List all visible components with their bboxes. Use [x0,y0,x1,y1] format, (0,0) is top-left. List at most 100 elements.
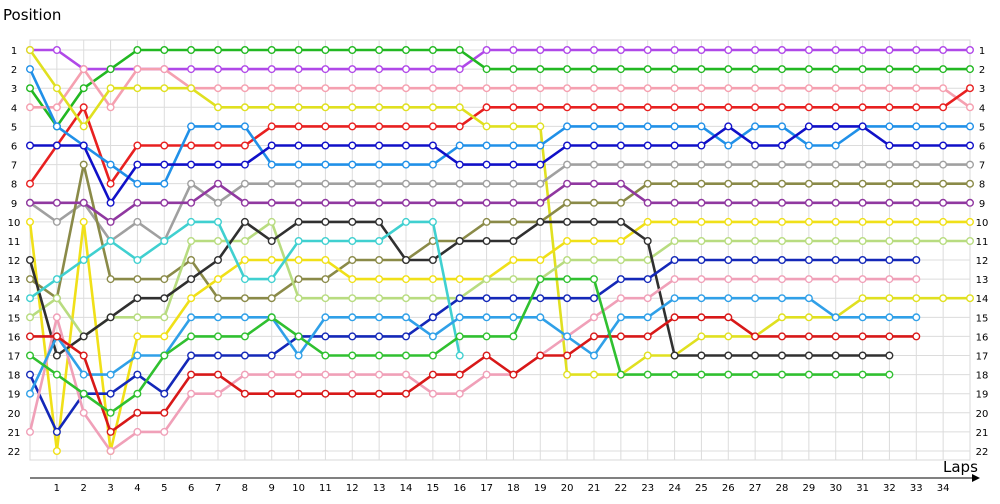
data-point [697,160,706,169]
data-point [26,46,35,55]
data-point [348,256,357,265]
data-point [321,122,330,131]
series-line [30,48,970,71]
series-2 [26,46,975,131]
data-point [563,370,572,379]
data-point [751,351,760,360]
data-point [321,179,330,188]
data-point [536,84,545,93]
data-point [455,351,464,360]
data-point [455,313,464,322]
y-tick-label-right: 7 [979,161,985,172]
data-point [79,256,88,265]
data-point [240,294,249,303]
series-7 [26,122,975,207]
data-point [240,84,249,93]
data-point [751,122,760,131]
data-point [375,141,384,150]
x-tick-label: 27 [749,483,762,494]
data-point [348,275,357,284]
data-point [643,179,652,188]
series-line [29,163,970,243]
data-point [563,84,572,93]
y-tick-label-right: 3 [979,84,985,95]
data-point [616,256,625,265]
data-point [375,275,384,284]
data-point [939,198,948,207]
data-point [160,294,169,303]
x-tick-label: 22 [614,483,627,494]
data-point [160,198,169,207]
data-point [724,160,733,169]
data-point [643,103,652,112]
data-point [267,179,276,188]
data-point [160,65,169,74]
data-point [133,141,142,150]
y-tick-label-right: 5 [979,122,985,133]
series-11 [26,217,975,456]
data-point [643,65,652,74]
data-point [428,313,437,322]
data-point [321,198,330,207]
data-point [402,332,411,341]
data-point [697,141,706,150]
data-point [321,370,330,379]
data-point [294,389,303,398]
data-point [643,141,652,150]
data-point [778,217,787,226]
data-point [939,65,948,74]
data-point [187,84,196,93]
data-point [52,313,61,322]
data-point [509,294,518,303]
data-point [321,389,330,398]
y-tick-label-left: 21 [8,428,21,439]
data-point [804,256,813,265]
data-point [79,408,88,417]
data-point [831,65,840,74]
data-point [831,313,840,322]
data-point [482,294,491,303]
data-point [858,122,867,131]
data-point [213,217,222,226]
data-point [804,141,813,150]
data-point [294,198,303,207]
data-point [267,236,276,245]
data-point [778,294,787,303]
data-point [321,236,330,245]
data-point [482,84,491,93]
data-point [804,84,813,93]
data-point [213,141,222,150]
data-point [79,122,88,131]
data-point [348,313,357,322]
data-point [536,217,545,226]
y-tick-label-right: 10 [976,218,989,229]
data-point [939,141,948,150]
data-point [348,389,357,398]
y-tick-label-right: 15 [976,313,989,324]
data-point [213,122,222,131]
series-14 [26,256,921,436]
data-point [187,236,196,245]
x-tick-label: 15 [426,483,439,494]
data-point [643,84,652,93]
y-tick-label-right: 4 [979,103,985,114]
x-tick-label: 9 [269,483,275,494]
data-point [563,103,572,112]
data-point [697,370,706,379]
x-tick-label: 17 [480,483,493,494]
data-point [966,236,975,245]
data-point [563,179,572,188]
data-point [106,370,115,379]
data-point [106,275,115,284]
data-point [643,46,652,55]
x-tick-label: 31 [856,483,869,494]
data-point [455,141,464,150]
data-point [348,46,357,55]
data-point [590,65,599,74]
data-point [643,198,652,207]
data-point [79,84,88,93]
data-point [52,84,61,93]
data-point [590,160,599,169]
data-point [428,160,437,169]
data-point [697,198,706,207]
